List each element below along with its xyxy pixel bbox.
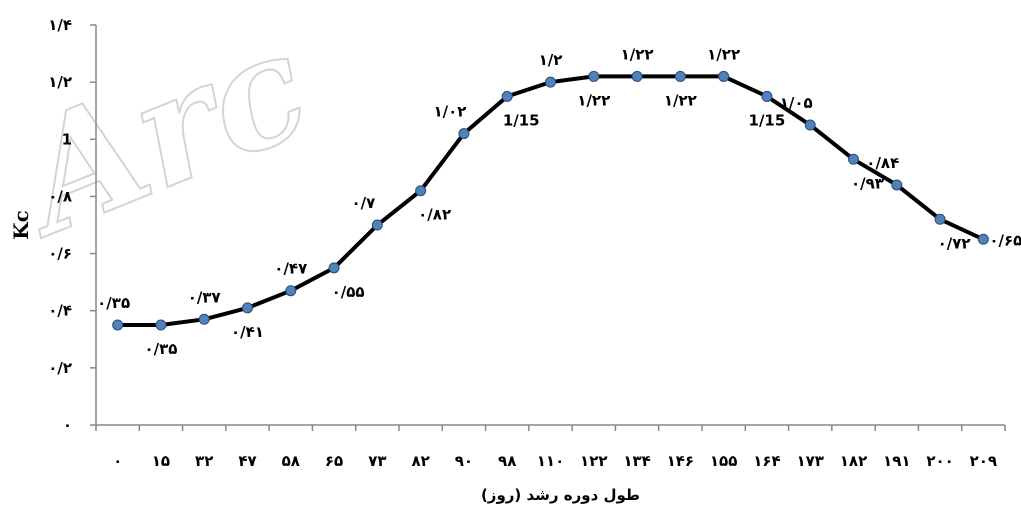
data-point bbox=[804, 119, 816, 131]
y-tick-label: ۰/۸ bbox=[48, 187, 72, 205]
x-tick-label: ۱۵ bbox=[152, 452, 170, 470]
x-tick-label: ۱۶۴ bbox=[753, 452, 780, 470]
data-label: ۱/۰۵ bbox=[780, 94, 813, 112]
x-tick-label: ۹۸ bbox=[498, 452, 516, 470]
x-tick-label: ۱۹۱ bbox=[883, 452, 910, 470]
data-point bbox=[631, 70, 643, 82]
data-label: ۰/۹۳ bbox=[851, 174, 884, 192]
data-point bbox=[328, 262, 340, 274]
y-axis-title: Kc bbox=[9, 210, 33, 240]
y-tick-label: ۰/۲ bbox=[48, 359, 72, 377]
x-tick-label: ۱۲۲ bbox=[580, 452, 607, 470]
data-label: ۰/۴۱ bbox=[231, 323, 264, 341]
x-tick-label: ۴۷ bbox=[238, 452, 256, 470]
data-point bbox=[977, 233, 989, 245]
data-point bbox=[285, 285, 297, 297]
y-tick-label: ۰/۶ bbox=[48, 245, 72, 263]
x-tick-label: ۶۵ bbox=[325, 452, 343, 470]
data-point bbox=[891, 179, 903, 191]
data-label: 1/15 bbox=[503, 111, 540, 129]
data-point bbox=[588, 70, 600, 82]
data-label: ۱/۰۲ bbox=[433, 103, 466, 121]
data-label: ۱/۲۲ bbox=[621, 45, 654, 63]
data-label: ۱/۲۲ bbox=[577, 91, 610, 109]
y-tick-label: ۱/۲ bbox=[48, 73, 72, 91]
data-point bbox=[415, 185, 427, 197]
data-label: 1/15 bbox=[749, 111, 786, 129]
x-tick-label: ۷۳ bbox=[368, 452, 386, 470]
data-point bbox=[545, 76, 556, 88]
data-label: ۰/۴۷ bbox=[274, 260, 307, 278]
x-tick-label: ۱۸۲ bbox=[840, 452, 867, 470]
data-label: ۰/۳۵ bbox=[97, 294, 130, 312]
data-label: ۱/۲ bbox=[539, 51, 563, 69]
data-label: ۰/۳۷ bbox=[188, 288, 221, 306]
y-tick-labels: ۰ ۰/۲ ۰/۴ ۰/۶ ۰/۸ 1 ۱/۲ ۱/۴ bbox=[48, 16, 72, 434]
data-point bbox=[848, 153, 859, 165]
data-point bbox=[761, 90, 773, 102]
x-tick-label: ۳۲ bbox=[195, 452, 213, 470]
data-point bbox=[112, 319, 124, 331]
x-tick-label: ۲۰۹ bbox=[970, 452, 997, 470]
x-tick-label: ۱۱۰ bbox=[537, 452, 564, 470]
y-tick-label: ۰/۴ bbox=[48, 302, 72, 320]
data-point bbox=[198, 313, 210, 325]
data-point bbox=[674, 70, 686, 82]
watermark-text: Arc bbox=[0, 0, 331, 272]
x-tick-label: ۵۸ bbox=[282, 452, 300, 470]
x-tick-label: ۹۰ bbox=[455, 452, 473, 470]
data-label: ۰/۸۲ bbox=[418, 206, 451, 224]
x-tick-label: ۲۰۰ bbox=[926, 452, 953, 470]
data-label: ۰/۸۴ bbox=[866, 154, 899, 172]
data-labels: ۰/۳۵۰/۳۵۰/۳۷۰/۴۱۰/۴۷۰/۵۵۰/۷۰/۸۲۱/۰۲ 1/15۱… bbox=[97, 45, 1021, 358]
data-point bbox=[242, 302, 253, 314]
data-point bbox=[718, 70, 730, 82]
data-label: ۱/۲۲ bbox=[664, 91, 697, 109]
x-tick-label: ۰ bbox=[113, 452, 122, 470]
data-label: ۰/۶۵ bbox=[989, 231, 1021, 249]
data-label: ۱/۲۲ bbox=[707, 45, 740, 63]
data-label: ۰/۵۵ bbox=[332, 283, 365, 301]
y-tick-label: ۱/۴ bbox=[48, 16, 72, 34]
x-tick-label: ۱۴۶ bbox=[667, 452, 694, 470]
data-point bbox=[458, 128, 470, 140]
data-point bbox=[155, 319, 167, 331]
x-tick-label: ۱۳۴ bbox=[623, 452, 650, 470]
data-point bbox=[934, 213, 946, 225]
y-tick-label: ۰ bbox=[63, 416, 72, 434]
x-tick-label: ۱۷۳ bbox=[796, 452, 823, 470]
y-tick-label: 1 bbox=[62, 130, 72, 148]
data-label: ۰/۷۲ bbox=[938, 234, 971, 252]
x-axis-title: طول دوره رشد (روز) bbox=[481, 486, 640, 504]
data-point bbox=[371, 219, 383, 231]
data-point bbox=[501, 90, 513, 102]
x-tick-label: ۸۲ bbox=[411, 452, 429, 470]
data-label: ۰/۳۵ bbox=[144, 340, 177, 358]
series-markers bbox=[112, 70, 989, 331]
x-tick-labels: ۰ ۱۵ ۳۲ ۴۷ ۵۸ ۶۵ ۷۳ ۸۲ ۹۰ ۹۸ ۱۱۰ ۱۲۲ ۱۳۴ ۱۴۶ ۱۵۵ ۱۶۴ ۱۷۳… bbox=[113, 452, 997, 470]
x-tick-label: ۱۵۵ bbox=[710, 452, 737, 470]
axes bbox=[90, 24, 1006, 431]
data-label: ۰/۷ bbox=[351, 194, 375, 212]
